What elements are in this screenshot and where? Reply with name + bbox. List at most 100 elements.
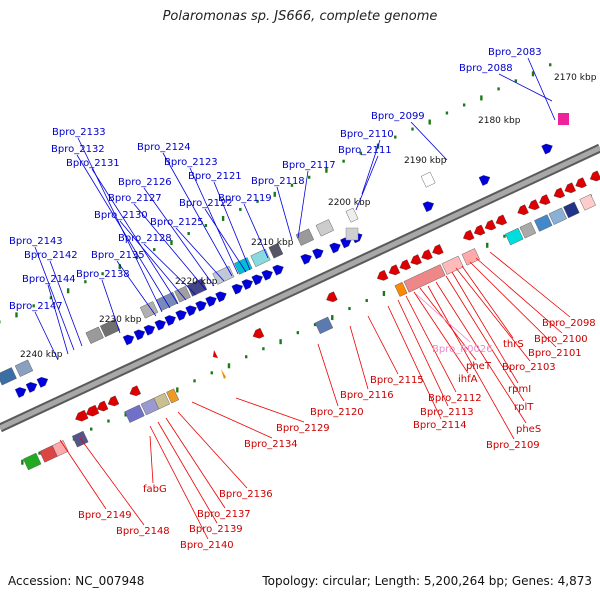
plus-gene-arrow[interactable] bbox=[175, 308, 189, 321]
plus-gene-arrow[interactable] bbox=[340, 236, 353, 249]
plus-label-leader bbox=[162, 152, 233, 277]
plus-gene-box[interactable] bbox=[250, 248, 271, 267]
plus-gene-arrow[interactable] bbox=[122, 333, 136, 346]
plus-gene-arrow[interactable] bbox=[231, 282, 245, 295]
scale-tick-upper bbox=[153, 248, 156, 252]
minus-gene-box[interactable] bbox=[505, 227, 524, 246]
minus-gene-box-shape bbox=[166, 388, 180, 404]
plus-gene-arrow[interactable] bbox=[25, 380, 39, 393]
minus-gene-arrow[interactable] bbox=[84, 404, 100, 418]
minus-gene-arrow[interactable] bbox=[483, 219, 497, 232]
plus-gene-box[interactable] bbox=[14, 359, 34, 377]
minus-gene-arrow[interactable] bbox=[461, 229, 475, 242]
minus-gene-box[interactable] bbox=[563, 201, 580, 219]
gene-box-2200[interactable] bbox=[345, 227, 359, 241]
plus-gene-arrow[interactable] bbox=[133, 328, 147, 341]
minus-gene-arrow[interactable] bbox=[527, 199, 540, 212]
plus-gene-arrow[interactable] bbox=[261, 268, 275, 281]
plus-label-leader bbox=[91, 168, 179, 305]
minus-gene-arrow-shape bbox=[432, 244, 444, 255]
plus-gene-arrow[interactable] bbox=[14, 385, 28, 398]
minus-gene-box[interactable] bbox=[153, 392, 171, 410]
minus-gene-box[interactable] bbox=[394, 282, 408, 297]
plus-gene-arrow[interactable] bbox=[143, 323, 157, 336]
plus-gene-arrow[interactable] bbox=[185, 304, 199, 317]
minus-gene-arrow[interactable] bbox=[420, 249, 433, 261]
minus-gene-arrow[interactable] bbox=[387, 264, 401, 277]
plus-gene-box[interactable] bbox=[345, 207, 359, 223]
minus-gene-arrow[interactable] bbox=[574, 177, 587, 190]
minus-gene-arrow[interactable] bbox=[516, 204, 529, 217]
rna-label-leader bbox=[415, 293, 471, 343]
plus-gene-box[interactable] bbox=[295, 228, 315, 246]
minus-gene-arrow[interactable] bbox=[494, 214, 508, 227]
plus-gene-arrow[interactable] bbox=[36, 375, 50, 388]
minus-gene-box[interactable] bbox=[534, 214, 553, 232]
scale-tick-lower bbox=[107, 419, 110, 423]
plus-gene-arrow[interactable] bbox=[215, 290, 228, 303]
minus-gene-box[interactable] bbox=[71, 430, 89, 448]
minus-gene-box[interactable] bbox=[166, 388, 180, 404]
plus-gene-arrow[interactable] bbox=[329, 241, 343, 254]
minus-gene-box[interactable] bbox=[579, 194, 596, 211]
minus-gene-arrow[interactable] bbox=[472, 224, 486, 237]
plus-gene-arrow[interactable] bbox=[312, 247, 325, 260]
plus-gene-arrow[interactable] bbox=[478, 173, 492, 186]
minus-gene-box[interactable] bbox=[23, 452, 42, 471]
minus-gene-arrow[interactable] bbox=[106, 395, 120, 408]
minus-gene-box[interactable] bbox=[403, 264, 446, 293]
minus-gene-box[interactable] bbox=[52, 440, 69, 457]
minus-gene-arrow[interactable] bbox=[409, 254, 422, 267]
plus-gene-label: Bpro_2083 bbox=[488, 47, 542, 58]
minus-gene-arrow[interactable] bbox=[398, 259, 411, 272]
minus-gene-box[interactable] bbox=[461, 248, 480, 266]
plus-gene-box[interactable] bbox=[174, 286, 191, 303]
rna-feature-box[interactable] bbox=[558, 113, 569, 125]
minus-gene-arrow[interactable] bbox=[73, 409, 89, 423]
minus-gene-arrow[interactable] bbox=[128, 385, 141, 398]
minus-gene-box[interactable] bbox=[314, 316, 334, 335]
plus-gene-arrow[interactable] bbox=[154, 318, 168, 331]
scale-tick-lower bbox=[38, 451, 41, 455]
minus-gene-box[interactable] bbox=[519, 221, 537, 239]
minus-gene-box[interactable] bbox=[124, 404, 145, 423]
plus-label-leader bbox=[116, 260, 157, 317]
small-orange-feature[interactable] bbox=[221, 369, 226, 379]
scale-tick-upper bbox=[66, 288, 70, 294]
plus-label-leader bbox=[204, 208, 247, 273]
minus-gene-box-shape bbox=[403, 264, 446, 293]
plus-gene-arrow[interactable] bbox=[241, 277, 255, 290]
scale-tick-upper bbox=[32, 304, 35, 308]
plus-gene-box[interactable] bbox=[420, 171, 436, 188]
minus-gene-arrow[interactable] bbox=[95, 400, 109, 413]
plus-gene-arrow[interactable] bbox=[164, 313, 178, 326]
plus-gene-box[interactable] bbox=[268, 242, 284, 259]
plus-gene-arrow[interactable] bbox=[422, 199, 436, 213]
minus-gene-box[interactable] bbox=[548, 207, 567, 225]
minus-gene-arrow[interactable] bbox=[552, 187, 566, 200]
plus-gene-arrow-shape bbox=[261, 269, 273, 281]
plus-gene-box[interactable] bbox=[315, 219, 334, 237]
minus-gene-arrow[interactable] bbox=[588, 170, 600, 183]
minus-gene-box[interactable] bbox=[441, 255, 464, 275]
minus-gene-arrow[interactable] bbox=[375, 269, 389, 282]
plus-gene-arrow[interactable] bbox=[195, 299, 209, 312]
plus-gene-arrow[interactable] bbox=[300, 252, 314, 265]
plus-gene-box-shape bbox=[268, 242, 284, 259]
plus-gene-arrow[interactable] bbox=[541, 142, 555, 155]
small-red-feature[interactable] bbox=[213, 350, 218, 358]
scale-label: 2220 kbp bbox=[175, 277, 218, 287]
plus-gene-arrow[interactable] bbox=[205, 294, 218, 307]
minus-gene-arrow[interactable] bbox=[251, 327, 265, 340]
plus-gene-arrow[interactable] bbox=[251, 273, 265, 286]
plus-gene-box[interactable] bbox=[85, 326, 104, 344]
minus-gene-arrow[interactable] bbox=[563, 182, 576, 195]
minus-gene-arrow[interactable] bbox=[431, 244, 444, 256]
plus-gene-box[interactable] bbox=[187, 278, 208, 297]
plus-gene-box[interactable] bbox=[139, 301, 159, 319]
plus-gene-box[interactable] bbox=[0, 367, 17, 386]
minus-gene-arrow[interactable] bbox=[325, 291, 338, 304]
minus-gene-arrow[interactable] bbox=[537, 194, 551, 206]
plus-gene-arrow[interactable] bbox=[272, 263, 286, 276]
